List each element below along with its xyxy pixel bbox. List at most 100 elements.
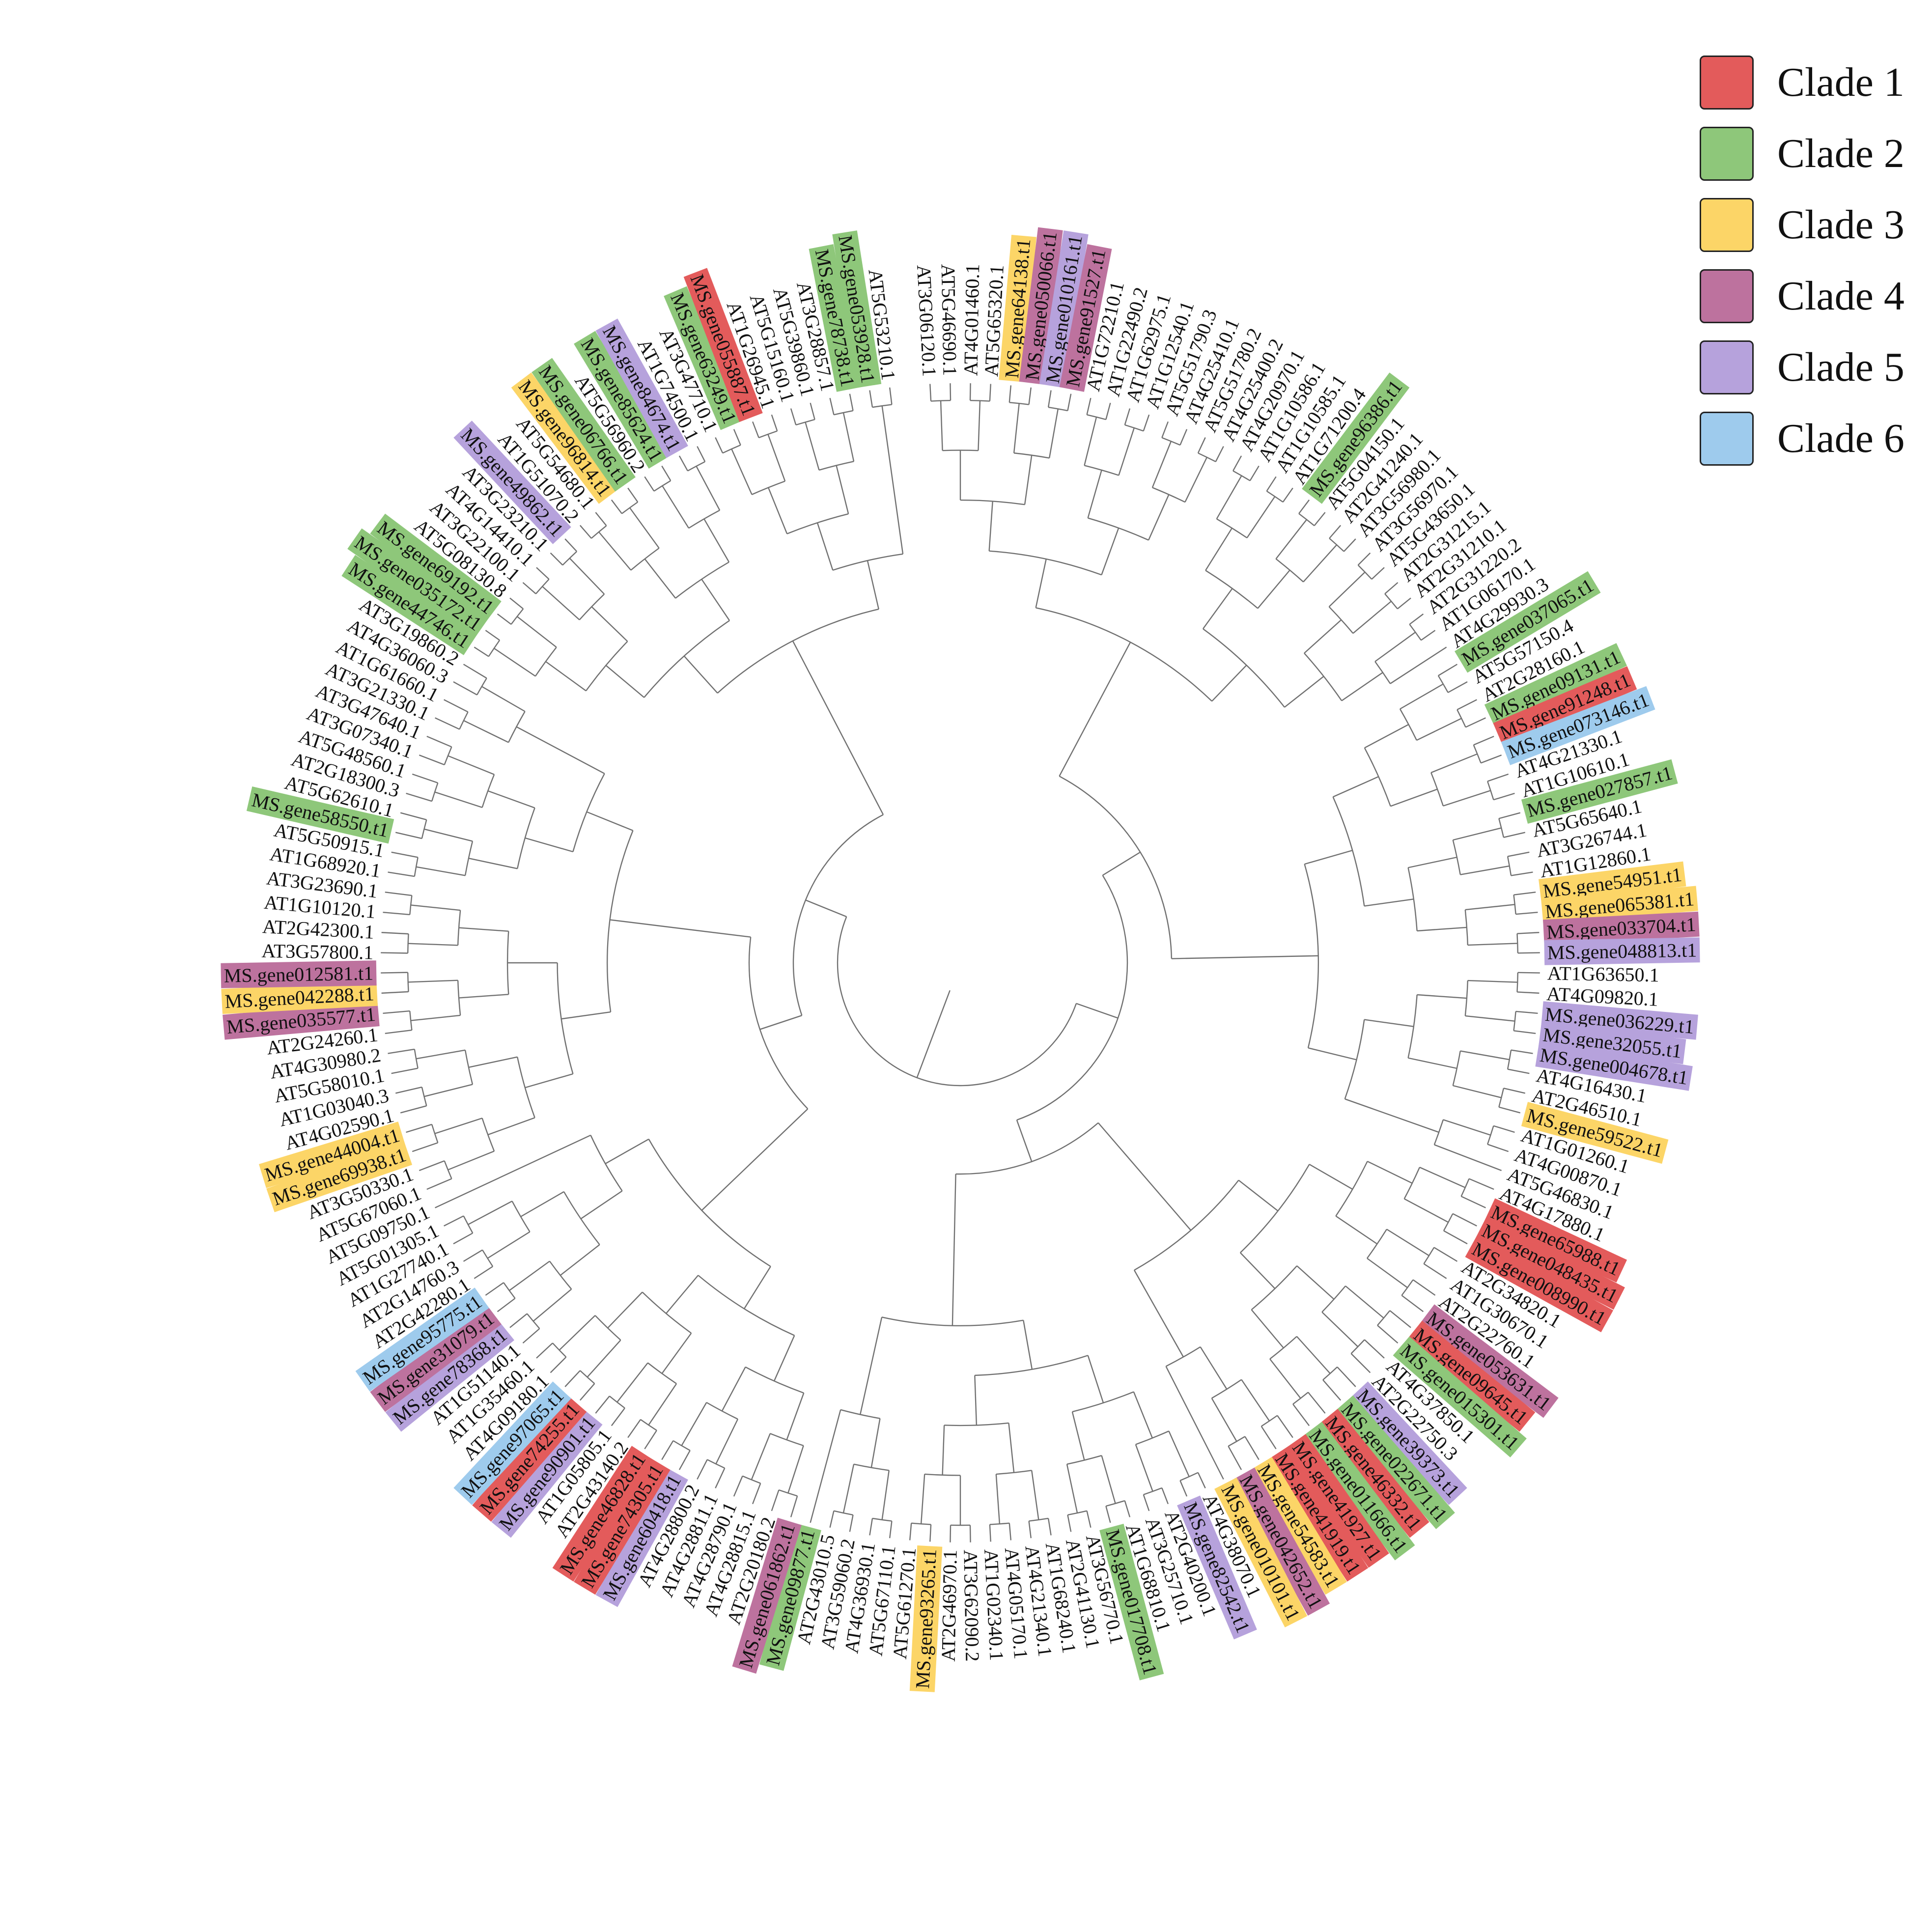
tree-branch	[1513, 1030, 1536, 1035]
clade-highlight	[1521, 759, 1678, 824]
tree-branch	[497, 1298, 516, 1313]
tree-branch-arc	[1240, 1164, 1310, 1254]
clade-highlight	[1334, 1395, 1455, 1529]
legend-swatch-clade-1	[1700, 55, 1754, 110]
tree-branch-arc	[482, 1249, 494, 1267]
tree-branch	[408, 943, 458, 946]
tree-branch	[1249, 465, 1260, 481]
tree-branch	[1197, 1472, 1206, 1488]
tree-branch	[516, 616, 557, 648]
legend-item-clade-5: Clade 5	[1700, 332, 1904, 403]
tree-branch	[1400, 683, 1444, 710]
tree-branch	[1417, 926, 1467, 932]
tree-branch	[721, 1367, 746, 1412]
tree-branch	[829, 1511, 835, 1528]
tree-branch	[388, 1048, 415, 1054]
tree-branch-arc	[481, 774, 495, 808]
tree-branch	[1430, 753, 1478, 773]
tree-branch	[406, 792, 432, 802]
tree-branch-arc	[1161, 437, 1180, 446]
tree-branch	[1443, 790, 1491, 807]
tree-branch	[661, 465, 672, 481]
tree-branch	[942, 1425, 945, 1475]
clade-highlight	[221, 960, 377, 988]
tree-branch	[1133, 1270, 1184, 1357]
tree-branch	[453, 1232, 473, 1245]
tree-branch-arc	[942, 449, 979, 451]
tree-branch	[426, 1178, 452, 1190]
tree-branch	[426, 735, 452, 748]
tree-branch	[1202, 588, 1233, 629]
tree-branch	[790, 408, 797, 425]
tree-branch	[1308, 1392, 1326, 1414]
tree-branch	[1434, 1144, 1502, 1171]
tree-branch	[381, 932, 409, 935]
tree-branch	[829, 397, 835, 415]
tree-branch-arc	[1357, 564, 1372, 580]
tree-branch-arc	[1329, 537, 1344, 552]
tree-branch	[1401, 1295, 1424, 1313]
tree-branch	[786, 1393, 805, 1440]
tree-branch	[1357, 552, 1371, 566]
tree-branch	[1216, 475, 1242, 519]
tree-branch	[1367, 1161, 1413, 1184]
tree-branch	[988, 501, 993, 551]
tree-branch	[952, 1174, 956, 1326]
tree-branch	[1507, 1068, 1530, 1074]
leaf-label: AT3G62090.2	[959, 1549, 983, 1662]
tree-branch	[1049, 409, 1059, 458]
tree-branch-arc	[1152, 487, 1185, 503]
tree-branch	[1251, 1309, 1284, 1348]
tree-branches	[381, 383, 1540, 1542]
tree-branch	[411, 904, 461, 911]
tree-branch	[1124, 408, 1131, 425]
tree-branch-arc	[653, 480, 671, 492]
tree-branch-arc	[834, 410, 853, 416]
tree-branch	[1171, 955, 1318, 959]
tree-branch-arc	[872, 1517, 892, 1522]
legend-swatch-clade-3	[1700, 197, 1754, 252]
tree-branch-arc	[1084, 465, 1119, 476]
tree-branch	[383, 1010, 410, 1014]
tree-branch	[560, 1244, 600, 1276]
tree-branch	[1412, 1279, 1436, 1296]
tree-branch	[1296, 1336, 1331, 1374]
tree-branch-arc	[621, 502, 638, 514]
tree-branch-arc	[1124, 424, 1144, 432]
clade-highlight	[664, 286, 744, 430]
tree-branch	[1390, 788, 1438, 807]
tree-branch	[1124, 1500, 1131, 1517]
tree-branch	[400, 812, 427, 820]
tree-branch	[1105, 402, 1111, 420]
leaf-label-text: MS.gene012581.t1	[224, 962, 373, 986]
tree-branch-arc	[517, 808, 535, 869]
tree-branch	[849, 393, 854, 411]
tree-branch	[1328, 571, 1366, 608]
tree-branch	[940, 400, 943, 451]
tree-branch	[391, 851, 418, 858]
tree-branch-arc	[481, 1118, 495, 1151]
tree-branch	[595, 1396, 610, 1414]
tree-branch	[1084, 417, 1097, 466]
tree-branch-arc	[463, 1215, 474, 1233]
clade-highlight	[246, 786, 394, 844]
clade-highlight	[1541, 886, 1698, 924]
tree-branch	[1517, 952, 1540, 954]
tree-branch	[1246, 496, 1276, 538]
tree-branch	[889, 387, 893, 405]
legend-label-clade-6: Clade 6	[1777, 416, 1904, 461]
tree-branch	[929, 1524, 932, 1542]
tree-branch	[1211, 1398, 1237, 1442]
tree-branch	[1461, 1196, 1486, 1208]
legend-swatch-clade-5	[1700, 340, 1754, 394]
tree-branch	[485, 630, 500, 641]
tree-branch	[1292, 1403, 1310, 1427]
tree-branch	[1423, 1263, 1447, 1279]
tree-branch	[950, 383, 952, 401]
tree-branch	[1345, 1285, 1384, 1319]
clade-highlight	[1250, 1457, 1347, 1595]
tree-branch-arc	[1029, 1517, 1049, 1522]
clade-highlight	[341, 555, 477, 655]
legend-label-clade-1: Clade 1	[1777, 59, 1904, 105]
tree-branch	[1008, 1423, 1015, 1473]
